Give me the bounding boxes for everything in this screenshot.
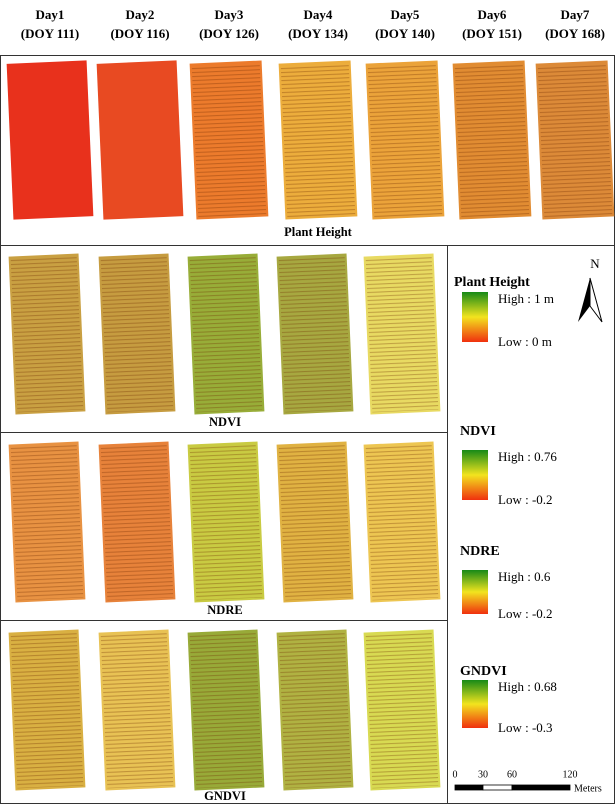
column-doy: (DOY 151) [462,26,522,41]
field-rows [455,63,530,218]
field-image [364,630,441,791]
field-image [277,630,354,791]
scale-segment [483,785,512,790]
field-rows [368,63,443,218]
legend-high: High : 1 m [498,291,554,306]
column-doy: (DOY 116) [110,26,169,41]
field-rows [101,444,174,601]
legend-low: Low : -0.2 [498,606,553,621]
legend-high: High : 0.6 [498,569,551,584]
field-image [97,60,184,219]
legend-low: Low : -0.2 [498,492,553,507]
field-rows [538,63,613,218]
field-rows [366,444,439,601]
column-doy: (DOY 134) [288,26,348,41]
field-image [7,60,94,219]
field-image [366,61,445,220]
legend-ramp [462,570,488,614]
scale-segment [455,785,483,790]
column-day: Day3 [215,7,244,22]
field-rows [101,632,174,789]
scale-tick: 60 [507,769,517,780]
scale-tick: 120 [563,769,578,780]
panel-label: NDRE [207,603,242,617]
legend-ramp [462,680,488,728]
field-rows [11,256,84,413]
legend-high: High : 0.76 [498,449,557,464]
field-image [9,442,86,603]
field-image [364,254,441,415]
field-image [190,61,269,220]
field-image [188,254,265,415]
field-image [277,442,354,603]
figure: Day1 (DOY 111) Day2 (DOY 116) Day3 (DOY 126) D… [0,0,615,804]
field-image [536,61,615,220]
scale-unit: Meters [574,783,602,794]
field-rows [11,444,84,601]
field-rows [11,632,84,789]
column-doy: (DOY 111) [21,26,79,41]
legend-low: Low : -0.3 [498,720,553,735]
north-arrow [578,278,602,322]
field-rows [190,632,263,789]
column-doy: (DOY 126) [199,26,259,41]
field-image [188,630,265,791]
legend-title: NDVI [460,424,496,439]
field-image [99,254,176,415]
field-image [99,442,176,603]
field-rows [366,256,439,413]
field-rows [192,63,267,218]
column-day: Day5 [391,7,420,22]
field-rows [279,256,352,413]
scale-tick: 0 [453,769,458,780]
field-image [9,630,86,791]
field-rows [101,256,174,413]
legend-title: GNDVI [460,664,507,679]
north-label: N [590,256,600,271]
scale-tick: 30 [478,769,488,780]
legend-high: High : 0.68 [498,679,557,694]
column-day: Day1 [36,7,65,22]
legend-ramp [462,292,488,342]
field-image [99,630,176,791]
column-day: Day4 [304,7,333,22]
field-image [453,61,532,220]
field-rows [279,444,352,601]
field-image [364,442,441,603]
field-image [9,254,86,415]
field-image [277,254,354,415]
panel-label: Plant Height [284,225,353,239]
field-rows [281,63,356,218]
field-image [279,61,358,220]
column-day: Day6 [478,7,507,22]
scale-segment [512,785,570,790]
legend-title: Plant Height [454,275,530,290]
field-rows [190,444,263,601]
column-day: Day2 [126,7,155,22]
column-doy: (DOY 168) [545,26,605,41]
field-rows [279,632,352,789]
legend-ramp [462,450,488,500]
field-plot [97,60,184,219]
field-rows [190,256,263,413]
panel-label: NDVI [209,415,241,429]
panel-label: GNDVI [204,789,246,803]
legend-title: NDRE [460,544,500,559]
field-rows [366,632,439,789]
field-image [188,442,265,603]
field-plot [7,60,94,219]
column-day: Day7 [561,7,590,22]
legend-low: Low : 0 m [498,334,552,349]
column-doy: (DOY 140) [375,26,435,41]
